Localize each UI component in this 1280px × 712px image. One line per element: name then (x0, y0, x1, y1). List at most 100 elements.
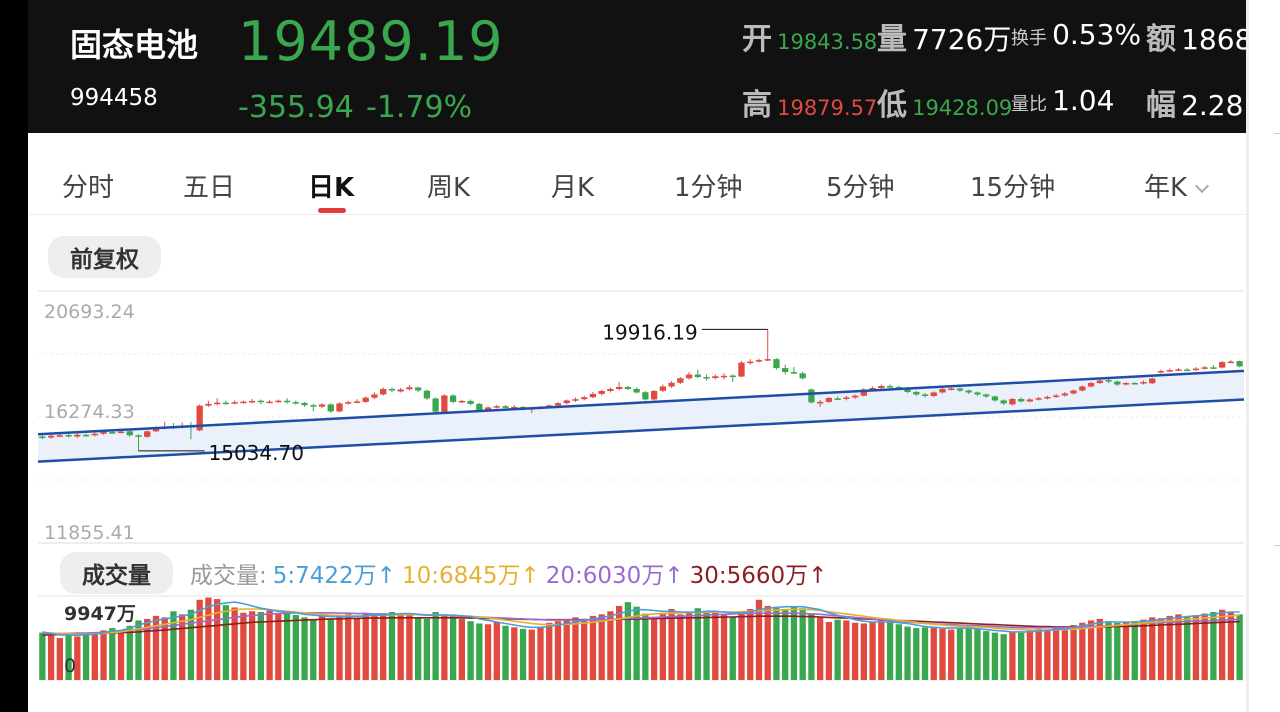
candle (825, 397, 833, 402)
adjust-button[interactable]: 前复权 (48, 236, 161, 278)
volume-bar (345, 614, 352, 680)
kline-chart[interactable]: 19916.19 15034.70 20693.24 16274.33 11855.41… (28, 0, 1246, 712)
edge-tick (1274, 133, 1280, 134)
volume-bar (974, 628, 981, 680)
candle (685, 374, 693, 379)
candle (318, 404, 326, 407)
price-change: -355.94 (238, 90, 354, 125)
volume-bar (415, 617, 422, 680)
candle (860, 389, 867, 396)
volume-bar (1140, 619, 1147, 680)
volume-bar (406, 615, 413, 680)
volume-bar (170, 611, 177, 680)
candle (843, 397, 850, 399)
tab-1min[interactable]: 1分钟 (674, 173, 743, 203)
volume-bar (563, 619, 570, 680)
candle (668, 382, 675, 387)
tab-5min[interactable]: 5分钟 (826, 173, 895, 203)
ratio-value: 1.04 (1052, 84, 1115, 117)
candle (380, 388, 387, 395)
candle (1052, 395, 1060, 397)
candle (1122, 383, 1130, 385)
volume-bar (1052, 628, 1060, 680)
candle (511, 406, 518, 409)
tab-monthly-k[interactable]: 月K (551, 173, 595, 203)
volume-bar (1009, 631, 1016, 680)
volume-bar (292, 615, 299, 680)
volume-bar (738, 611, 745, 680)
candle (1035, 398, 1042, 400)
volume-bar (109, 628, 116, 680)
volume-ma5-line (42, 601, 1240, 637)
candle (484, 407, 492, 411)
volume-bar (773, 606, 780, 680)
last-price: 19489.19 (238, 10, 504, 73)
tab-yearly-k[interactable]: 年K (1144, 167, 1210, 204)
high-stat: 高 19879.57 (742, 80, 877, 124)
high-annotation: 19916.19 (602, 320, 697, 344)
volume-indicator-button[interactable]: 成交量 (60, 552, 173, 594)
open-label: 开 (742, 22, 772, 57)
volume-ma20: 20:6030万↑ (545, 563, 684, 589)
low-value: 19428.09 (912, 96, 1013, 120)
volume-bar (476, 623, 483, 680)
volume-bar (144, 618, 151, 680)
volume-bar (484, 624, 492, 680)
volume-value: 7726万 (912, 23, 1012, 56)
volume-bar (1114, 622, 1121, 680)
volume-bar (467, 621, 474, 680)
volume-bar (135, 620, 142, 680)
volume-bar (939, 628, 946, 680)
volume-bar (1192, 615, 1200, 680)
candle (406, 387, 413, 390)
candle (589, 393, 597, 398)
volume-bar (502, 625, 509, 680)
volume-bar (633, 606, 640, 680)
tab-five-day[interactable]: 五日 (183, 173, 236, 203)
turnover-stat: 换手 0.53% (1011, 18, 1141, 51)
tab-weekly-k[interactable]: 周K (427, 173, 471, 203)
tab-intraday[interactable]: 分时 (62, 173, 115, 203)
candle (91, 433, 98, 436)
candle (196, 405, 203, 431)
candle (1000, 400, 1007, 404)
candle (1070, 390, 1077, 394)
candle (47, 435, 55, 438)
candle (292, 402, 299, 404)
volume-bar (283, 611, 291, 680)
candle (449, 395, 457, 402)
volume-bar (74, 636, 81, 680)
volume-bar (179, 614, 186, 680)
volume-bar (537, 627, 544, 680)
volume-bar (39, 632, 46, 680)
volume-bar (554, 621, 562, 680)
y-axis-label: 11855.41 (44, 522, 135, 544)
volume-bar (528, 629, 535, 680)
candle (205, 403, 212, 406)
volume-ma20-line (42, 611, 1240, 635)
quote-header: 固态电池 994458 19489.19 -355.94 -1.79% 开 19… (28, 0, 1246, 133)
candle (581, 397, 588, 400)
candle (1018, 398, 1025, 402)
volume-legend-prefix: 成交量: (190, 563, 267, 589)
volume-bar (546, 622, 553, 680)
tab-daily-k[interactable]: 日K (308, 173, 355, 203)
volume-bar (301, 617, 308, 680)
candle (616, 387, 623, 389)
candle (694, 374, 701, 378)
volume-bar (1210, 612, 1217, 680)
volume-bar (685, 612, 693, 680)
candle (948, 388, 955, 390)
tab-15min[interactable]: 15分钟 (970, 173, 1056, 203)
volume-ma5: 5:7422万↑ (272, 563, 396, 589)
volume-bar (1131, 621, 1138, 680)
candle (1236, 361, 1243, 367)
volume-bar (572, 617, 579, 680)
volume-bar (650, 617, 658, 680)
candle (310, 405, 317, 407)
candle (712, 376, 719, 379)
candle (729, 375, 736, 378)
candle (607, 388, 614, 391)
volume-bar (659, 612, 666, 680)
candle (650, 390, 658, 400)
